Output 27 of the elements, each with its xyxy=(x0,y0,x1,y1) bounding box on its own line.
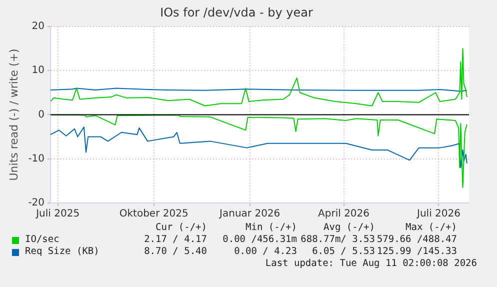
text: 2.17 / 4.17 xyxy=(143,234,207,246)
text: 0.00 /456.31m xyxy=(222,234,297,246)
legend-label: IO/sec xyxy=(25,234,60,246)
x-tick-label: Juli 2025 xyxy=(35,208,80,220)
x-tick-label: Oktober 2025 xyxy=(119,208,188,220)
y-tick-label: 0 xyxy=(38,109,45,120)
text: 8.70 / 5.40 xyxy=(143,246,207,258)
text: 688.77m/ 3.53 xyxy=(300,234,375,246)
text: Max (-/+) xyxy=(404,222,457,234)
y-tick-label: 20 xyxy=(32,20,45,32)
text: Last update: Tue Aug 11 02:00:08 2026 xyxy=(264,258,477,270)
y-tick-label: 10 xyxy=(32,65,45,76)
y-axis-title: Units read (-) / write (+) xyxy=(7,48,20,181)
text: 6.05 / 5.53 xyxy=(311,246,375,258)
chart-title: IOs for /dev/vda - by year xyxy=(160,5,314,20)
text: Cur (-/+) xyxy=(154,222,207,234)
x-tick-label: Januar 2026 xyxy=(218,208,280,220)
y-tick-label: -20 xyxy=(28,198,45,209)
text: 125.99 /145.33 xyxy=(376,246,457,258)
x-tick-label: Juli 2026 xyxy=(416,208,460,220)
text: Min (-/+) xyxy=(244,222,297,234)
text: 579.66 /488.47 xyxy=(376,234,457,246)
text: 0.00 / 4.23 xyxy=(233,246,297,258)
text: Avg (-/+) xyxy=(322,222,375,234)
y-tick-label: -10 xyxy=(28,153,45,164)
x-tick-label: April 2026 xyxy=(318,208,370,220)
legend-label: Req Size (KB) xyxy=(25,246,100,258)
